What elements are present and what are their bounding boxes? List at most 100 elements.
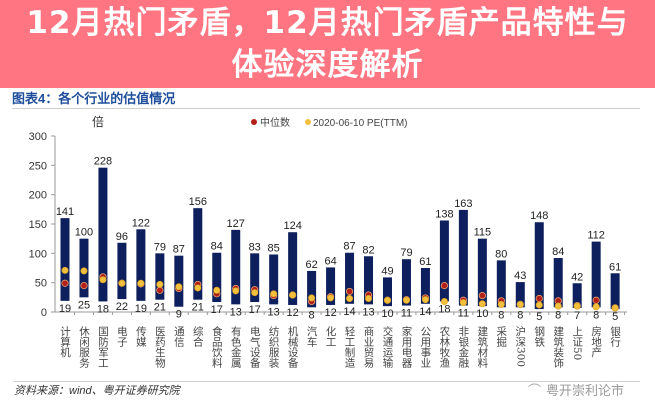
min-label: 10 [476,308,488,320]
max-label: 42 [571,271,583,283]
min-label: 13 [230,306,242,318]
min-label: 18 [438,303,450,315]
range-bar [212,252,222,303]
min-label: 25 [78,299,90,311]
min-label: 8 [309,309,315,321]
max-label: 163 [454,198,472,210]
range-bar [401,259,411,306]
current-pe-point [61,266,69,274]
min-label: 18 [97,303,109,315]
range-bar [534,222,544,310]
min-label: 17 [249,304,261,316]
y-tick-label: 100 [29,248,47,260]
range-bar [553,258,563,308]
range-bar [610,273,620,310]
max-label: 82 [362,244,374,256]
max-label: 62 [305,259,317,271]
min-label: 8 [555,309,561,321]
max-label: 84 [552,246,564,258]
range-bar [269,254,279,305]
max-label: 61 [609,261,621,273]
max-label: 100 [75,227,93,239]
range-bar [572,283,582,308]
x-category-label: 银行 [609,325,621,348]
x-category-label: 传媒 [135,326,147,348]
min-label: 8 [593,309,599,321]
max-label: 122 [132,217,150,229]
min-label: 19 [59,303,71,315]
y-axis-unit: 倍 [92,114,104,129]
current-pe-point [611,304,619,312]
current-pe-point [402,296,410,304]
x-category-label: 商业贸易 [363,325,375,369]
range-bar [174,255,184,307]
median-point [345,287,354,296]
min-label: 13 [362,306,374,318]
median-point [592,296,600,304]
min-label: 17 [211,304,223,316]
x-category-label: 交通运输 [381,325,393,369]
x-category-label: 休闲服务 [78,326,90,369]
current-pe-point [308,294,316,302]
max-label: 112 [587,230,605,242]
x-category-label: 轻工制造 [344,325,356,368]
max-label: 79 [400,247,412,259]
max-label: 124 [283,220,301,232]
range-bar [288,232,298,305]
current-pe-point [251,289,259,297]
current-pe-point [592,303,600,311]
range-bar [439,220,449,302]
current-pe-point [137,279,145,287]
min-label: 14 [343,306,355,318]
range-bar [250,253,260,303]
median-point [156,286,164,294]
max-label: 228 [94,156,112,168]
x-category-label: 房地产 [590,325,602,358]
range-bar [420,268,430,304]
x-category-label: 钢铁 [533,325,545,348]
current-pe-point [383,296,391,304]
current-pe-point [99,276,107,284]
range-bar [117,242,127,300]
y-tick-label: 50 [35,278,47,290]
current-pe-point [175,283,183,291]
current-pe-point [194,284,202,292]
banner-line-1: 12月热门矛盾，12月热门矛盾产品特性与 [26,5,629,41]
current-pe-point [118,279,126,287]
min-label: 12 [324,307,336,319]
legend-median-label: 中位数 [260,116,290,129]
range-bar [382,277,392,307]
current-pe-point [535,301,543,309]
max-label: 61 [419,256,431,268]
min-label: 13 [268,306,280,318]
min-label: 8 [517,309,523,321]
current-pe-point [232,287,240,295]
source-note: 资料来源：wind、粤开证券研究院 [14,385,180,397]
max-label: 127 [227,218,245,230]
x-category-label: 农林牧渔 [438,325,450,369]
max-label: 156 [189,196,207,208]
min-label: 10 [381,308,393,320]
x-category-label: 建筑装饰 [552,325,564,369]
min-label: 22 [116,301,128,313]
range-bar [60,218,70,301]
x-category-label: 上证50 [571,326,583,360]
x-category-label: 采掘 [495,326,507,348]
median-point [440,281,448,290]
range-bar [496,260,506,308]
current-pe-point [327,294,335,302]
x-category-label: 综合 [192,325,204,348]
min-label: 12 [287,307,299,319]
current-pe-point [289,291,297,299]
current-pe-point [421,296,429,304]
max-label: 80 [495,248,507,260]
y-tick-label: 200 [29,190,47,202]
max-label: 85 [268,243,280,255]
min-label: 11 [458,308,469,320]
max-label: 49 [381,265,393,277]
range-bar [231,229,241,305]
range-bar [515,282,525,308]
max-label: 138 [435,208,453,220]
range-bar [591,241,601,308]
x-category-label: 食品饮料 [211,325,223,369]
